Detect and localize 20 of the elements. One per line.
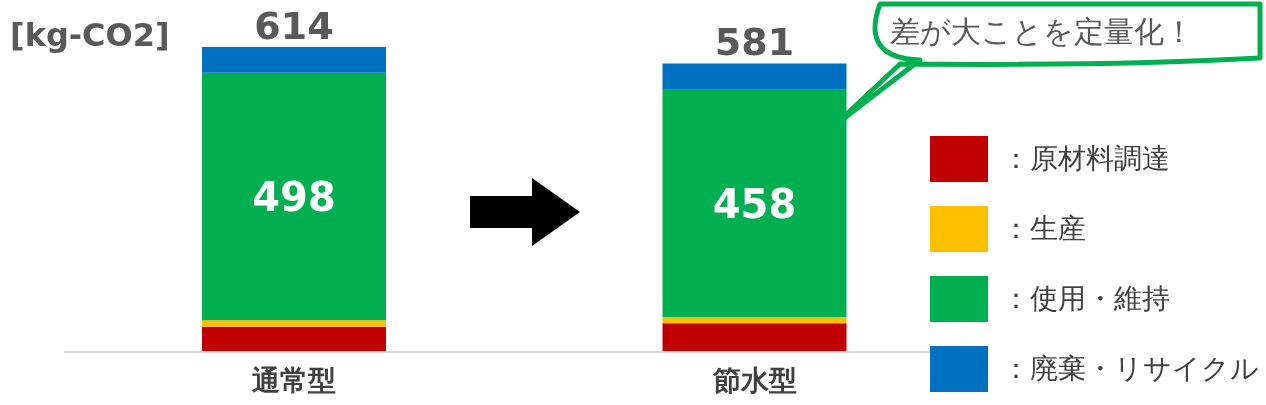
bar	[202, 72, 386, 321]
total-label: 581	[714, 20, 795, 65]
data-label: 458	[712, 180, 797, 227]
bar	[662, 323, 847, 352]
data-label: 498	[252, 173, 336, 220]
bar	[202, 320, 386, 327]
y-axis-title: [kg-CO2]	[10, 16, 170, 54]
bar	[662, 89, 847, 318]
total-label: 614	[254, 4, 334, 48]
annotation: 差が大ことを定量化！	[890, 14, 1194, 49]
bar	[202, 326, 386, 352]
legend-label: ：原材料調達	[1002, 141, 1170, 177]
bar	[662, 317, 847, 324]
bar	[202, 47, 386, 73]
legend-label: ：廃棄・リサイクル	[1002, 351, 1259, 387]
x-tick-label: 通常型	[252, 363, 337, 397]
bar	[662, 63, 847, 90]
legend-label: ：使用・維持	[1002, 281, 1170, 317]
x-tick-label: 節水型	[711, 363, 797, 397]
legend-label: ：生産	[1002, 211, 1086, 247]
